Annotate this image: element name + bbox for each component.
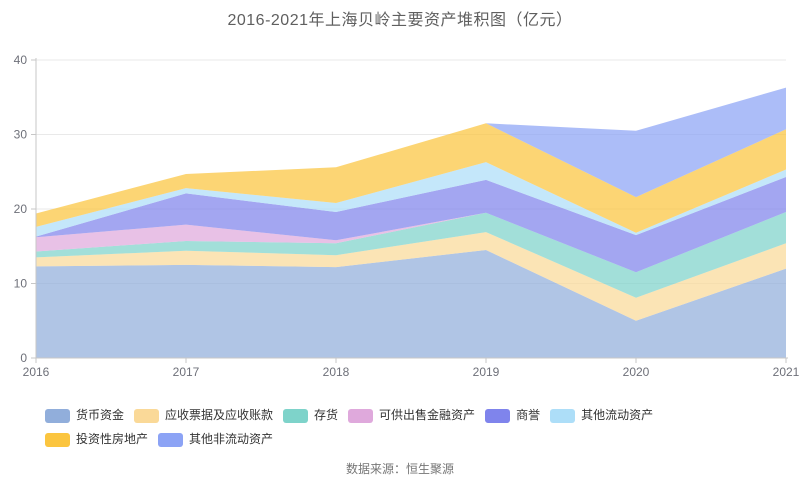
- legend-item-label: 存货: [314, 408, 339, 422]
- area-series-8[interactable]: [36, 87, 786, 214]
- legend-item-label: 其他流动资产: [581, 408, 654, 422]
- legend-swatch-icon: [283, 408, 309, 423]
- x-tick-label: 2021: [773, 365, 800, 379]
- legend-swatch-icon: [45, 408, 70, 423]
- legend-swatch-icon: [485, 408, 511, 423]
- area-series-6[interactable]: [36, 162, 786, 237]
- y-tick-label: 0: [20, 351, 27, 365]
- legend-item-1[interactable]: 货币资金: [45, 408, 124, 423]
- area-series-7[interactable]: [36, 123, 786, 233]
- legend-item-4[interactable]: 可供出售金融资产: [348, 408, 475, 423]
- legend-item-label: 投资性房地产: [76, 432, 149, 446]
- legend-item-7[interactable]: 投资性房地产: [45, 432, 148, 447]
- y-tick-label: 40: [14, 53, 28, 67]
- area-series-3[interactable]: [36, 212, 786, 298]
- x-tick-label: 2018: [323, 365, 350, 379]
- legend-item-label: 货币资金: [76, 408, 125, 422]
- legend-swatch-icon: [348, 408, 374, 423]
- legend-item-label: 应收票据及应收账款: [165, 408, 274, 422]
- legend-item-3[interactable]: 存货: [283, 408, 338, 423]
- area-series-2[interactable]: [36, 232, 786, 321]
- x-tick-label: 2017: [173, 365, 200, 379]
- legend-item-5[interactable]: 商誉: [485, 408, 540, 423]
- legend-item-8[interactable]: 其他非流动资产: [158, 432, 273, 447]
- y-tick-label: 30: [14, 128, 28, 142]
- y-tick-label: 10: [14, 277, 28, 291]
- x-tick-label: 2019: [473, 365, 500, 379]
- y-tick-label: 20: [14, 202, 28, 216]
- legend-item-label: 商誉: [516, 408, 541, 422]
- legend-item-6[interactable]: 其他流动资产: [550, 408, 653, 423]
- chart-legend: 货币资金 应收票据及应收账款 存货 可供出售金融资产 商誉 其他流动资产投资性房地产 其他非…: [45, 408, 760, 447]
- legend-item-label: 其他非流动资产: [189, 432, 274, 446]
- stacked-area-chart[interactable]: 0 10 20 30 40 2016 2017 2018 2019 2020 2021: [0, 0, 800, 400]
- chart-title: 2016-2021年上海贝岭主要资产堆积图（亿元）: [227, 12, 573, 29]
- legend-swatch-icon: [134, 408, 160, 423]
- area-series-5[interactable]: [36, 177, 786, 273]
- legend-item-2[interactable]: 应收票据及应收账款: [134, 408, 273, 423]
- legend-swatch-icon: [45, 432, 70, 447]
- x-tick-label: 2020: [623, 365, 650, 379]
- data-source: 数据来源：恒生聚源: [345, 462, 454, 476]
- legend-swatch-icon: [158, 432, 184, 447]
- legend-swatch-icon: [550, 408, 576, 423]
- legend-item-label: 可供出售金融资产: [379, 408, 476, 422]
- area-series-1[interactable]: [36, 250, 786, 358]
- x-tick-label: 2016: [23, 365, 50, 379]
